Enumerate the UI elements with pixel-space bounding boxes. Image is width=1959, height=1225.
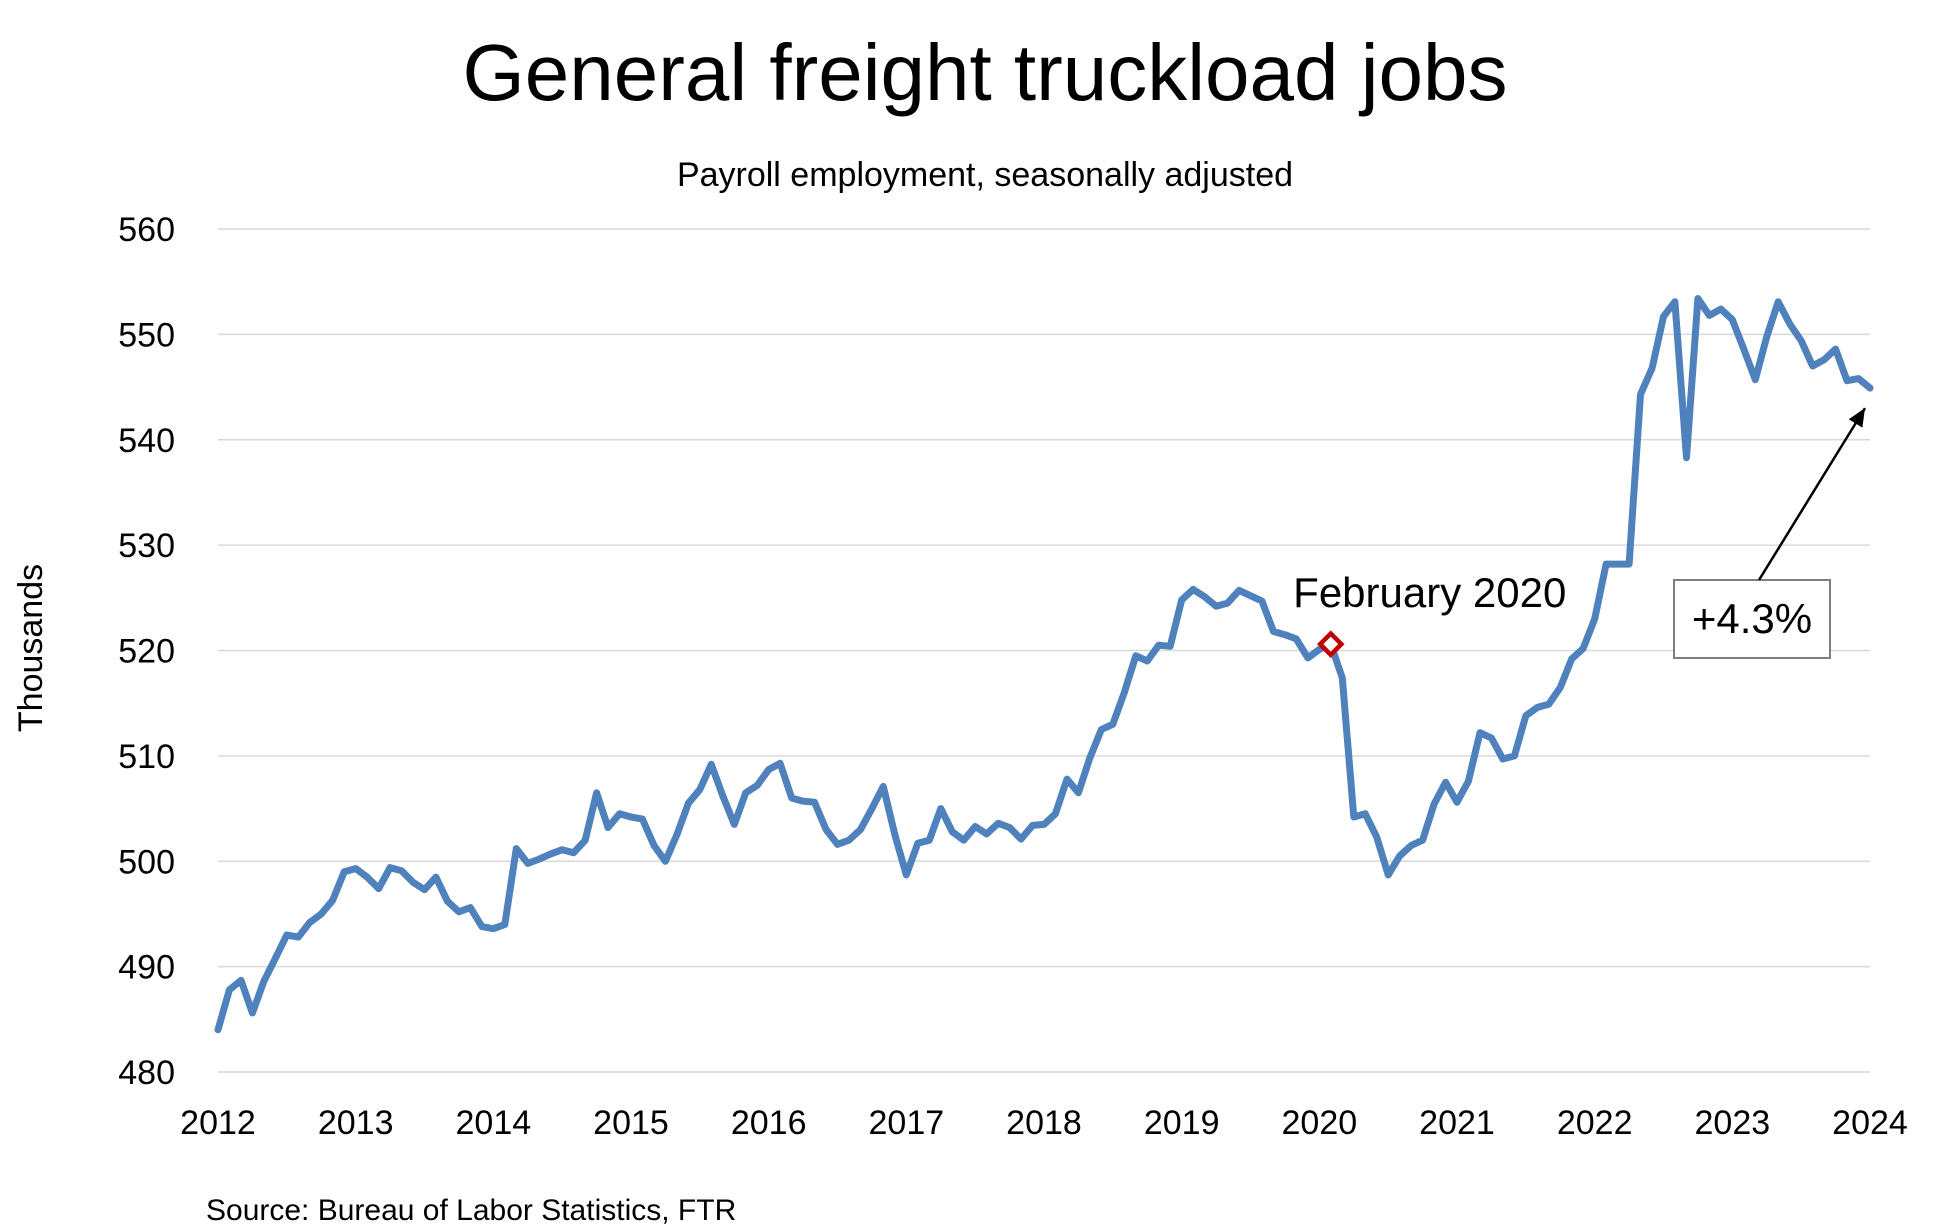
- x-tick-label: 2020: [1282, 1104, 1358, 1142]
- series-layer: [214, 295, 1874, 1034]
- callout-arrow-line: [1757, 407, 1867, 581]
- y-tick-label: 500: [118, 843, 175, 881]
- y-tick-label: 480: [118, 1054, 175, 1092]
- x-tick-label: 2014: [456, 1104, 532, 1142]
- change-callout-box: [1673, 579, 1831, 659]
- annotations: February 2020 +4.3%: [1293, 407, 1867, 659]
- x-tick-label: 2016: [731, 1104, 807, 1142]
- y-axis-ticks: 480 490 500 510 520 530 540 550 560: [118, 211, 175, 1092]
- x-tick-label: 2021: [1419, 1104, 1495, 1142]
- x-tick-label: 2018: [1006, 1104, 1082, 1142]
- change-callout-label: +4.3%: [1692, 595, 1812, 642]
- y-tick-label: 510: [118, 738, 175, 776]
- chart-title: General freight truckload jobs: [463, 28, 1508, 117]
- chart-subtitle: Payroll employment, seasonally adjusted: [677, 156, 1293, 194]
- gridlines: [218, 228, 1870, 1073]
- feb-2020-marker: [1316, 630, 1345, 658]
- x-tick-label: 2013: [318, 1104, 394, 1142]
- y-tick-label: 550: [118, 316, 175, 354]
- feb-2020-label: February 2020: [1293, 569, 1566, 616]
- y-tick-label: 520: [118, 633, 175, 671]
- series-line: [214, 295, 1874, 1034]
- x-tick-label: 2023: [1695, 1104, 1771, 1142]
- source-note: Source: Bureau of Labor Statistics, FTR: [206, 1194, 736, 1225]
- x-axis-ticks: 2012 2013 2014 2015 2016 2017 2018 2019 2020 2021…: [180, 1104, 1908, 1142]
- y-tick-label: 490: [118, 949, 175, 987]
- x-tick-label: 2019: [1144, 1104, 1220, 1142]
- y-axis-label: Thousands: [12, 564, 50, 732]
- x-tick-label: 2012: [180, 1104, 256, 1142]
- x-tick-label: 2022: [1557, 1104, 1633, 1142]
- y-tick-label: 540: [118, 422, 175, 460]
- x-tick-label: 2024: [1832, 1104, 1908, 1142]
- x-tick-label: 2017: [869, 1104, 945, 1142]
- y-tick-label: 530: [118, 527, 175, 565]
- y-tick-label: 560: [118, 211, 175, 249]
- callout-arrowhead: [1848, 408, 1865, 428]
- x-tick-label: 2015: [593, 1104, 669, 1142]
